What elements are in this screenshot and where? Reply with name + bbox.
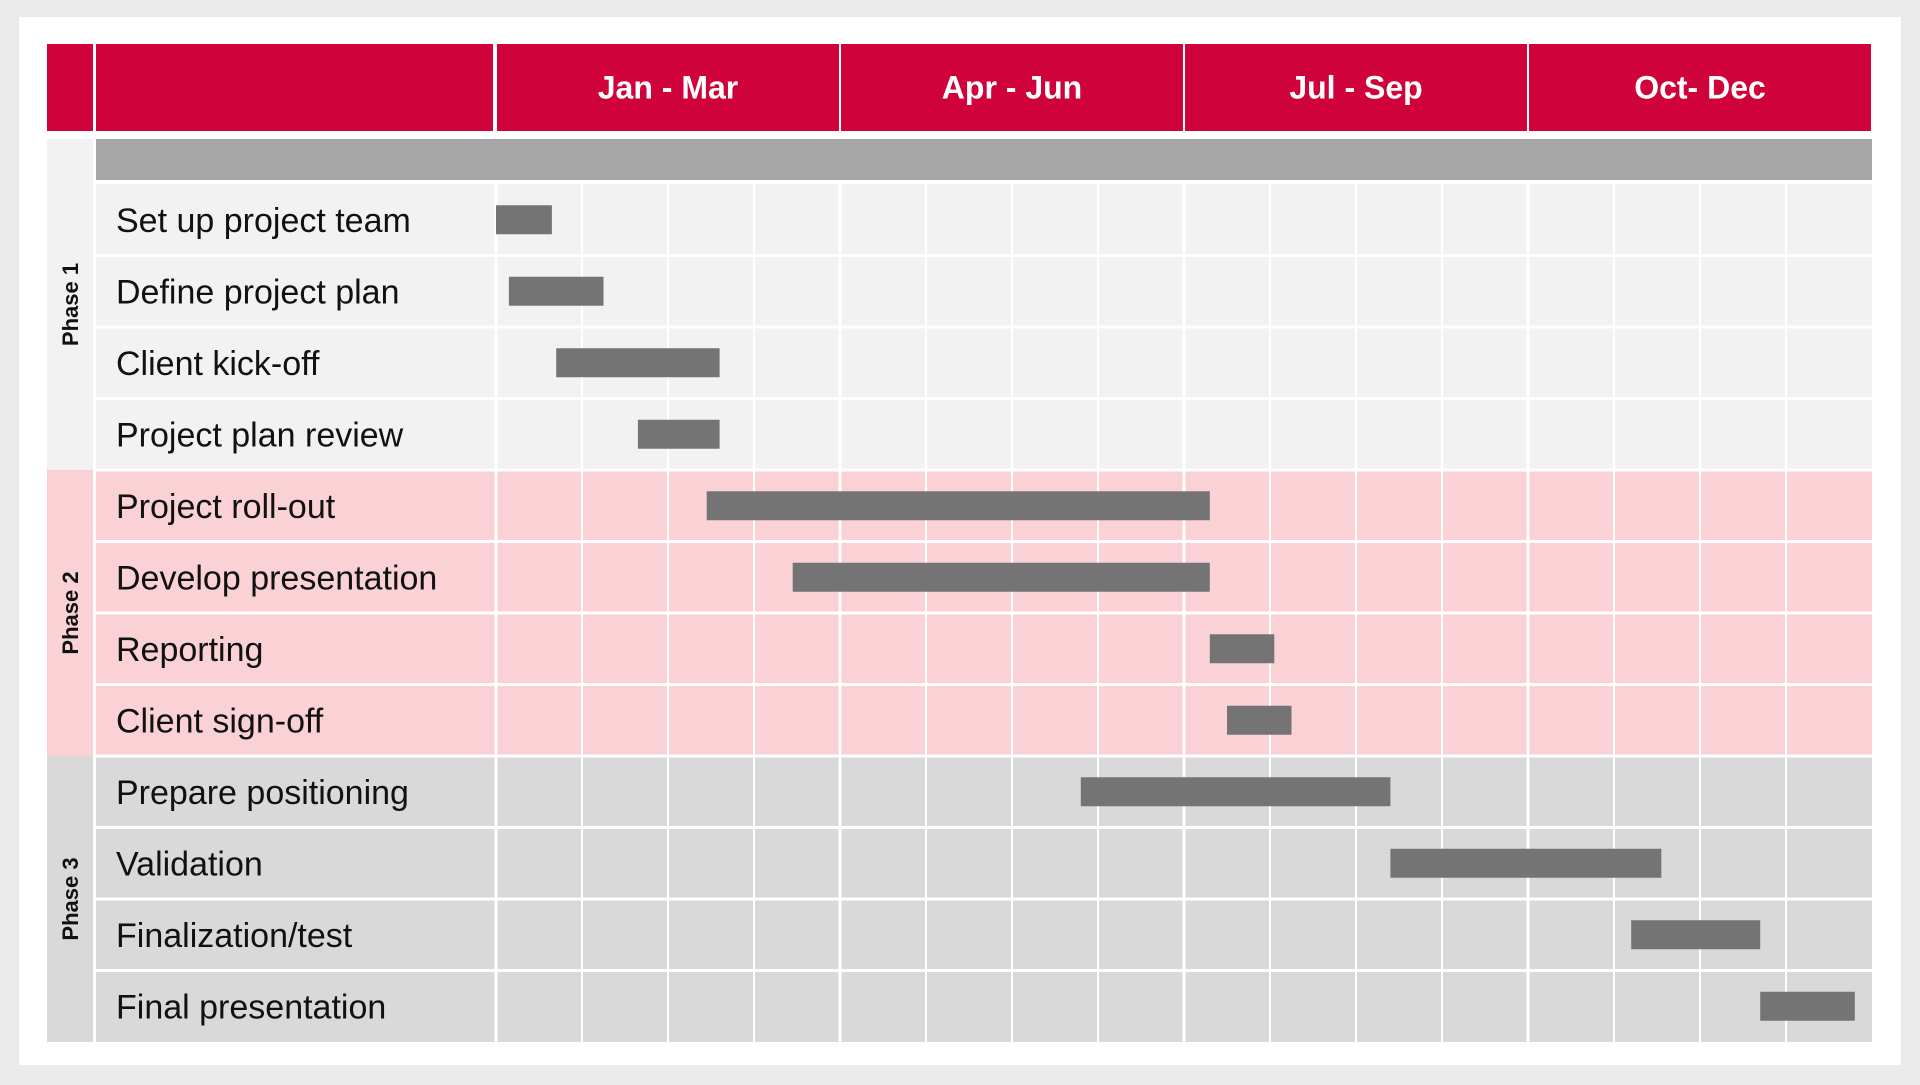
task-label-prepare-positioning: Prepare positioning <box>116 774 409 812</box>
gantt-chart: Jan - Mar Apr - Jun Jul - Sep Oct- Dec Phas… <box>47 44 1872 1042</box>
quarter-header-jul-sep <box>1185 44 1527 131</box>
task-bars <box>496 205 1855 1021</box>
quarter-header-oct-dec <box>1529 44 1871 131</box>
quarter-label-jan-mar: Jan - Mar <box>598 70 738 106</box>
task-bar-client-sign-off <box>1227 705 1292 735</box>
phase-label-1: Phase 1 <box>58 263 83 346</box>
task-bar-validation <box>1390 848 1662 878</box>
phase-label-3: Phase 3 <box>58 857 83 940</box>
task-label-develop-presentation: Develop presentation <box>116 559 437 597</box>
task-bar-project-roll-out <box>706 491 1210 521</box>
quarter-header-jan-mar <box>497 44 839 131</box>
quarter-label-apr-jun: Apr - Jun <box>942 70 1082 106</box>
phase-strip-1 <box>47 139 93 470</box>
task-bar-develop-presentation <box>792 562 1210 592</box>
task-label-validation: Validation <box>116 845 263 883</box>
task-label-reporting: Reporting <box>116 631 263 669</box>
task-label-final-presentation: Final presentation <box>116 988 386 1026</box>
phase-label-2: Phase 2 <box>58 571 83 654</box>
task-bar-finalization-test <box>1631 920 1761 950</box>
summary-band <box>96 139 1872 180</box>
task-label-define-project-plan: Define project plan <box>116 273 400 311</box>
task-label-project-roll-out: Project roll-out <box>116 488 336 526</box>
task-bar-define-project-plan <box>508 276 604 306</box>
task-label-client-sign-off: Client sign-off <box>116 702 324 740</box>
task-bar-reporting <box>1209 634 1275 664</box>
task-bar-prepare-positioning <box>1080 777 1391 807</box>
grid-lines <box>96 184 1872 1042</box>
task-label-finalization-test: Finalization/test <box>116 917 353 955</box>
task-bar-project-plan-review <box>637 419 720 449</box>
header-task-column <box>96 44 493 131</box>
task-bar-set-up-project-team <box>496 205 552 235</box>
quarter-label-jul-sep: Jul - Sep <box>1289 70 1422 106</box>
header-left-strip <box>47 44 93 131</box>
task-labels: Set up project team Define project plan Cl… <box>116 202 437 1027</box>
task-label-project-plan-review: Project plan review <box>116 416 404 454</box>
task-bar-final-presentation <box>1760 991 1855 1021</box>
task-label-set-up-project-team: Set up project team <box>116 202 411 240</box>
quarter-headers: Jan - Mar Apr - Jun Jul - Sep Oct- Dec <box>497 44 1871 131</box>
phase-strip-3 <box>47 756 93 1042</box>
task-bar-client-kick-off <box>556 348 720 378</box>
quarter-label-oct-dec: Oct- Dec <box>1634 70 1766 106</box>
task-label-client-kick-off: Client kick-off <box>116 345 320 383</box>
chart-card: Jan - Mar Apr - Jun Jul - Sep Oct- Dec Phas… <box>19 17 1901 1065</box>
phase-strip-2 <box>47 470 93 756</box>
quarter-header-apr-jun <box>841 44 1183 131</box>
